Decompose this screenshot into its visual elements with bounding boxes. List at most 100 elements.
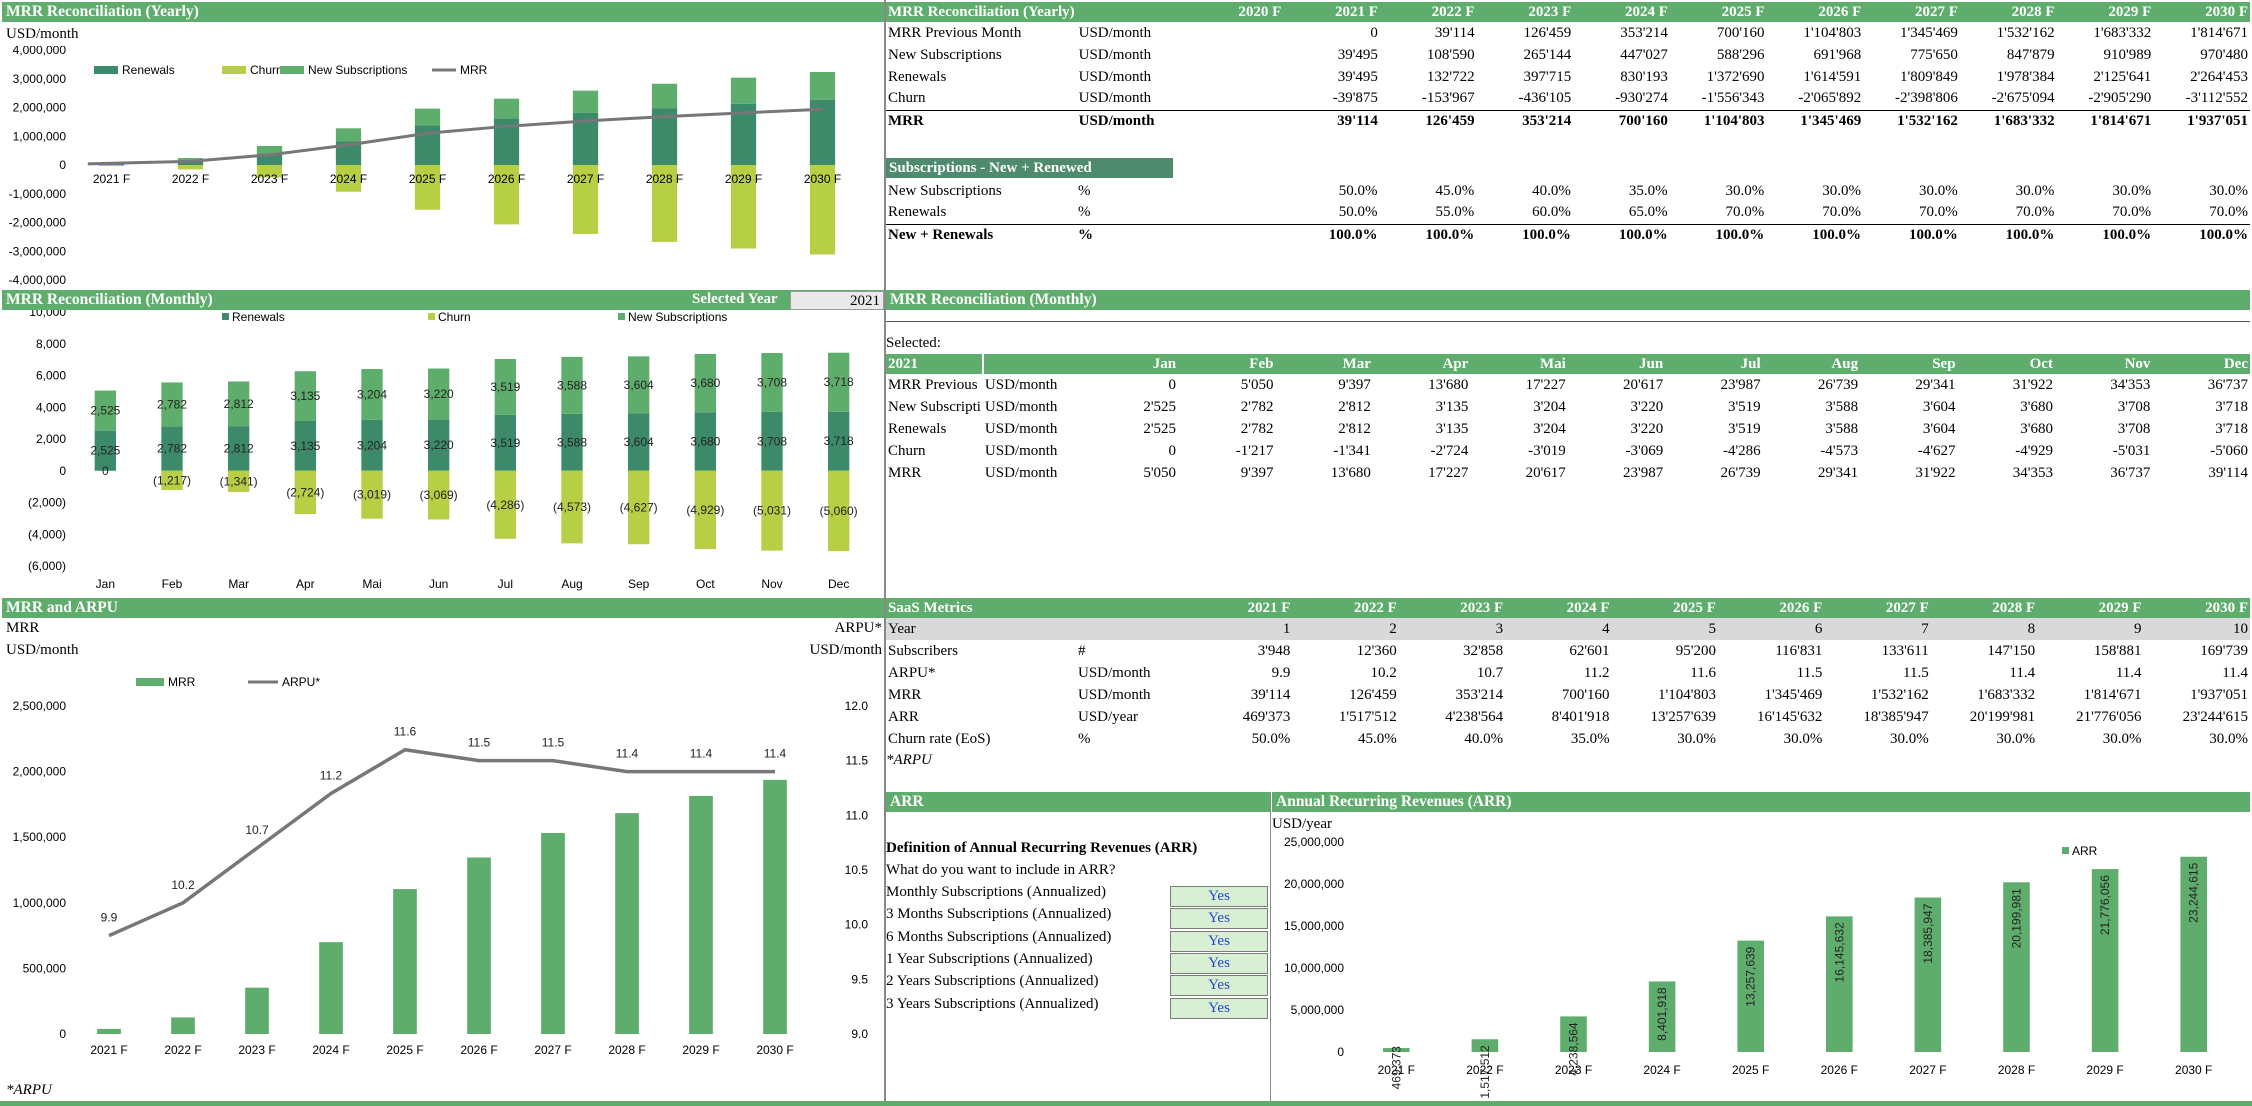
cell-value: 3'604 <box>1922 420 1956 437</box>
cell-value: 9 <box>2037 618 2144 640</box>
new-subscriptions-bar <box>572 90 599 113</box>
churn-bar <box>414 165 441 210</box>
churn-data-label: (3,069) <box>420 488 458 502</box>
cell-value: 29'341 <box>1915 376 1956 393</box>
x-tick-label: 2022 F <box>172 172 209 186</box>
cell-value: 100.0% <box>1669 223 1767 246</box>
churn-data-label: (4,286) <box>486 498 524 512</box>
renewals-bar <box>628 413 650 471</box>
x-tick-label: 2027 F <box>567 172 604 186</box>
cell-value <box>1187 88 1284 110</box>
cell-value: 700'160 <box>1561 686 1610 703</box>
cell-value: 11.4 <box>2222 664 2248 681</box>
row-label: ARR <box>888 708 919 725</box>
churn-data-label: (1,341) <box>220 474 258 488</box>
arr-option-toggle[interactable]: Yes <box>1170 952 1268 974</box>
renewals-data-label: 3,680 <box>690 435 720 449</box>
new-data-label: 3,519 <box>490 380 520 394</box>
cell-value: 1'517'512 <box>1338 708 1397 725</box>
table-row: New + Renewals% 100.0% 100.0% 100.0% 100.0% 1… <box>886 223 2250 246</box>
cell-value: 3'204 <box>1533 420 1566 437</box>
selected-label: Selected: <box>886 335 941 351</box>
cell-value: 20'617 <box>1525 464 1566 481</box>
cell-value: -1'217 <box>1235 442 1274 459</box>
cell-value: 0 <box>1168 376 1177 393</box>
cell-value: 100.0% <box>1959 223 2057 246</box>
arr-data-label: 23,244,615 <box>2187 862 2201 922</box>
arpu-data-label: 11.2 <box>320 768 343 782</box>
cell-value: 70.0% <box>2112 204 2152 221</box>
yearly-chart: 4,000,000 3,000,000 2,000,000 1,000,000 0 -1,… <box>9 46 842 286</box>
arr-option-toggle[interactable]: Yes <box>1170 908 1268 930</box>
yearly-table-header: MRR Reconciliation (Yearly) 2020 F 2021 … <box>886 2 2250 22</box>
row-label: MRR Previous Month <box>888 24 1022 41</box>
table-row: Subscribers #3'948 12'360 32'858 62'601 95'20… <box>886 640 2250 662</box>
arr-option-toggle[interactable]: Yes <box>1170 886 1268 907</box>
y-tick-label: 0 <box>59 464 66 478</box>
churn-bar <box>494 470 516 539</box>
new-data-label: 3,220 <box>424 387 454 401</box>
cell-value: 2'264'453 <box>2190 68 2248 85</box>
row-unit: % <box>1078 182 1091 199</box>
year-header: 2028 F <box>1930 598 2038 618</box>
churn-data-label: (4,573) <box>553 500 591 514</box>
arpu-data-label: 11.5 <box>468 736 491 750</box>
row-unit: USD/month <box>1078 686 1151 703</box>
row-unit: USD/month <box>1078 68 1152 85</box>
arr-option-toggle[interactable]: Yes <box>1170 975 1268 997</box>
year-header: 2025 F <box>1611 598 1718 618</box>
cell-value: 100.0% <box>2153 223 2250 246</box>
y2-tick-label: 11.5 <box>846 754 869 768</box>
cell-value: 70.0% <box>2015 204 2055 221</box>
renewals-bar <box>428 419 450 471</box>
churn-bar <box>98 165 125 167</box>
churn-bar <box>493 165 520 225</box>
renewals-bar <box>494 414 516 471</box>
row-unit <box>1076 618 1186 640</box>
legend-label: MRR <box>168 675 196 689</box>
table-row: New Subscriptions USD/month 39'495 108'590 2… <box>886 44 2250 66</box>
table-row: MRR USD/month 5'050 9'397 13'680 17'227 20'617… <box>886 462 2250 484</box>
cell-value: 31'922 <box>2012 376 2053 393</box>
arr-option-toggle[interactable]: Yes <box>1170 930 1268 952</box>
cell-value: 116'831 <box>1775 642 1823 659</box>
cell-value <box>1187 66 1284 88</box>
year-header: 2023 F <box>1398 598 1506 618</box>
cell-value: 3'204 <box>1533 398 1566 415</box>
arr-option-toggle[interactable]: Yes <box>1170 997 1268 1019</box>
arpu-chart-title: MRR and ARPU <box>2 598 884 618</box>
legend-swatch <box>618 313 625 320</box>
cell-value: 95'200 <box>1675 642 1716 659</box>
cell-value: 9'397 <box>1338 376 1371 393</box>
row-label: MRR <box>886 109 1077 132</box>
legend-label: New Subscriptions <box>628 310 727 324</box>
new-subscriptions-bar <box>809 71 836 100</box>
new-subscriptions-bar <box>256 145 283 154</box>
year-header: 2021 F <box>1283 2 1380 22</box>
selected-year-label: Selected Year <box>692 291 778 307</box>
selected-year-input[interactable]: 2021 <box>790 291 884 310</box>
monthly-table-panel: MRR Reconciliation (Monthly) Selected: 2… <box>886 290 2250 596</box>
arr-bar <box>1560 1016 1587 1052</box>
table-row: Renewals USD/month 2'525 2'782 2'812 3'135 3'2… <box>886 418 2250 440</box>
x-tick-label: 2023 F <box>1555 1063 1592 1077</box>
year-header: 2029 F <box>2056 2 2154 22</box>
mrr-bar <box>763 779 787 1034</box>
x-tick-label: 2030 F <box>2175 1063 2212 1077</box>
cell-value: 3'708 <box>2117 398 2151 415</box>
cell-value: 70.0% <box>1822 204 1861 221</box>
y2-tick-label: 10.5 <box>845 863 869 877</box>
arr-def-title: ARR <box>886 792 1270 812</box>
churn-data-label: (3,019) <box>353 488 391 502</box>
month-header: Dec <box>2152 354 2250 374</box>
cell-value: 265'144 <box>1523 46 1572 63</box>
y-tick-label: 10,000,000 <box>1284 961 1344 975</box>
cell-value: 2'525 <box>1143 398 1177 415</box>
cell-value: 1'683'332 <box>1959 109 2057 132</box>
arpu-left-label: MRR <box>6 620 40 636</box>
y-tick-label: 3,000,000 <box>13 72 67 86</box>
y-tick-label: 4,000,000 <box>13 46 67 57</box>
y-tick-label: 20,000,000 <box>1284 877 1344 891</box>
cell-value: 23'244'615 <box>2182 708 2248 725</box>
cell-value: 11.4 <box>2115 664 2142 681</box>
